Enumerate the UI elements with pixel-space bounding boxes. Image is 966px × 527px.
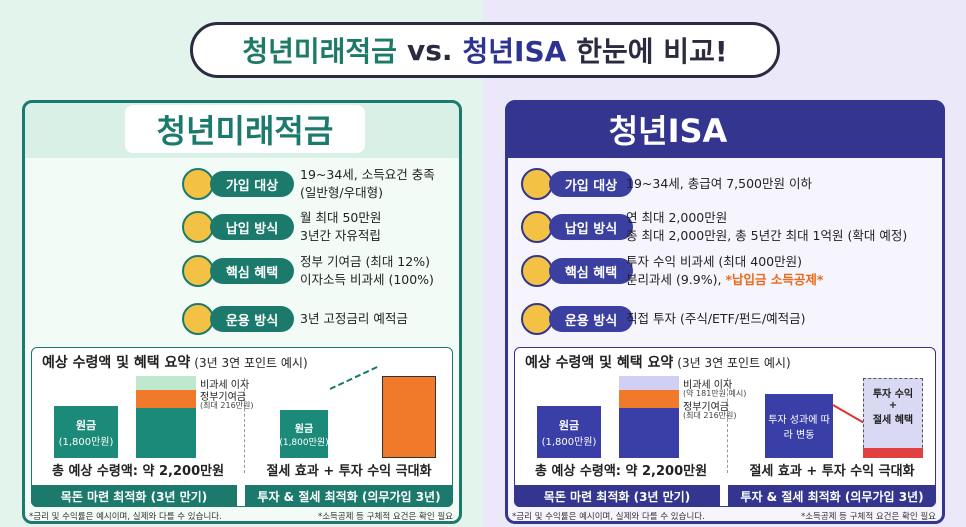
title-part: 청년미래적금	[242, 35, 397, 68]
divider	[244, 378, 245, 473]
title-part: 청년ISA	[462, 35, 567, 68]
stack-mid	[136, 390, 196, 408]
row-text: 분리과세 (9.9%), *납입금 소득공제*	[626, 272, 824, 287]
bar-label: (1,800만원)	[541, 436, 597, 448]
stack-label: 비과세 이자	[200, 380, 250, 391]
row-text: 3년 고정금리 예적금	[300, 311, 408, 326]
row-label: 가입 대상	[210, 171, 294, 197]
bar-label: (1,800만원)	[58, 436, 114, 448]
row-label: 납입 방식	[210, 214, 294, 240]
footer-band: 목돈 마련 최적화 (3년 만기)	[514, 485, 720, 507]
bar-label: 원금	[294, 424, 314, 435]
row-icon	[182, 211, 214, 243]
row-text: 투자 수익 비과세 (최대 400만원)	[626, 254, 803, 269]
row-label: 핵심 혜택	[210, 258, 294, 284]
panel-header: 청년ISA	[608, 112, 728, 150]
principal-bar: 원금 (1,800만원)	[279, 410, 329, 458]
bar-label: (1,800만원)	[279, 438, 329, 448]
row-text: (일반형/우대형)	[300, 185, 383, 200]
row-text: 월 최대 50만원	[300, 210, 382, 225]
footnote: *금리 및 수익률은 예시이며, 실제와 다를 수 있습니다.	[512, 512, 705, 522]
title-part: vs.	[406, 33, 453, 67]
row-text: 이자소득 비과세 (100%)	[300, 272, 434, 287]
row-text: 19~34세, 총급여 7,500만원 이하	[626, 176, 812, 191]
principal-bar: 원금 (1,800만원)	[54, 406, 118, 458]
row-text: 정부 기여금 (최대 12%)	[300, 254, 430, 269]
stack-base	[619, 408, 679, 458]
arrow	[329, 366, 378, 390]
caption: 총 예상 수령액: 약 2,200만원	[51, 464, 225, 479]
row-icon	[182, 255, 214, 287]
bar-label: 원금	[75, 418, 97, 432]
row-text: 연 최대 2,000만원	[626, 210, 728, 225]
summary-box: 예상 수령액 및 혜택 요약 (3년 3연 포인트 예시) 원금 (1,800만원) 비…	[31, 347, 453, 507]
gain-label: 투자 수익	[872, 389, 914, 400]
row-label: 운용 방식	[549, 306, 633, 332]
growth-bar	[382, 376, 436, 458]
stack-top	[136, 376, 196, 390]
stack-note: (최대 216만원)	[200, 401, 254, 410]
caption: 절세 효과 + 투자 수익 극대화	[749, 464, 915, 479]
row-text: 총 최대 2,000만원, 총 5년간 최대 1억원 (확대 예정)	[626, 228, 908, 243]
divider	[727, 378, 728, 473]
summary-title: 예상 수령액 및 혜택 요약 (3년 3연 포인트 예시)	[525, 355, 791, 371]
row-icon	[182, 168, 214, 200]
row-label: 핵심 혜택	[549, 258, 633, 284]
stack-top	[619, 376, 679, 390]
volatility-box: 투자 성과에 따라 변동	[765, 394, 833, 458]
row-highlight: *납입금 소득공제*	[725, 272, 824, 287]
footnote: *금리 및 수익률은 예시이며, 실제와 다를 수 있습니다.	[29, 512, 222, 522]
stack-label: 정부기여금	[683, 402, 729, 413]
row-text: 3년간 자유적립	[300, 228, 381, 243]
row-label: 운용 방식	[210, 306, 294, 332]
principal-bar: 원금 (1,800만원)	[537, 406, 601, 458]
summary-note: (3년 3연 포인트 예시)	[194, 356, 308, 370]
row-text: 직접 투자 (주식/ETF/펀드/예적금)	[626, 311, 806, 326]
stack-label: 정부기여금	[200, 392, 246, 403]
gain-label: 절세 혜택	[872, 415, 914, 426]
stack-mid	[619, 390, 679, 408]
footer-band: 투자 & 절세 최적화 (의무가입 3년)	[728, 485, 936, 507]
row-text: 19~34세, 소득요건 충족	[300, 167, 435, 182]
stack-label: 비과세 이자	[683, 380, 733, 391]
footer-band: 투자 & 절세 최적화 (의무가입 3년)	[245, 485, 453, 507]
summary-title: 예상 수령액 및 혜택 요약 (3년 3연 포인트 예시)	[42, 355, 308, 371]
stack-note: (최대 216만원)	[683, 411, 737, 420]
summary-note: (3년 3연 포인트 예시)	[677, 356, 791, 370]
footnote: *소득공제 등 구체적 요건은 확인 필요	[800, 512, 936, 522]
bar-label: 원금	[558, 418, 580, 432]
caption: 절세 효과 + 투자 수익 극대화	[266, 464, 432, 479]
gain-label: +	[888, 400, 898, 411]
row-label: 가입 대상	[549, 171, 633, 197]
stack-base	[136, 408, 196, 458]
panel-header: 청년미래적금	[125, 105, 365, 153]
caption: 총 예상 수령액: 약 2,200만원	[534, 464, 708, 479]
title-part: 한눈에 비교!	[576, 35, 728, 68]
stack-note: (약 181만원 예시)	[683, 389, 747, 398]
footer-band: 목돈 마련 최적화 (3년 만기)	[31, 485, 237, 507]
gain-bar: 투자 수익 + 절세 혜택	[863, 378, 923, 458]
footnote: *소득공제 등 구체적 요건은 확인 필요	[317, 512, 453, 522]
tax-strip	[863, 448, 923, 458]
title-pill: 청년미래적금 vs. 청년ISA 한눈에 비교!	[190, 22, 780, 78]
summary-box: 예상 수령액 및 혜택 요약 (3년 3연 포인트 예시) 원금 (1,800만원) 비…	[514, 347, 936, 507]
row-label: 납입 방식	[549, 214, 633, 240]
